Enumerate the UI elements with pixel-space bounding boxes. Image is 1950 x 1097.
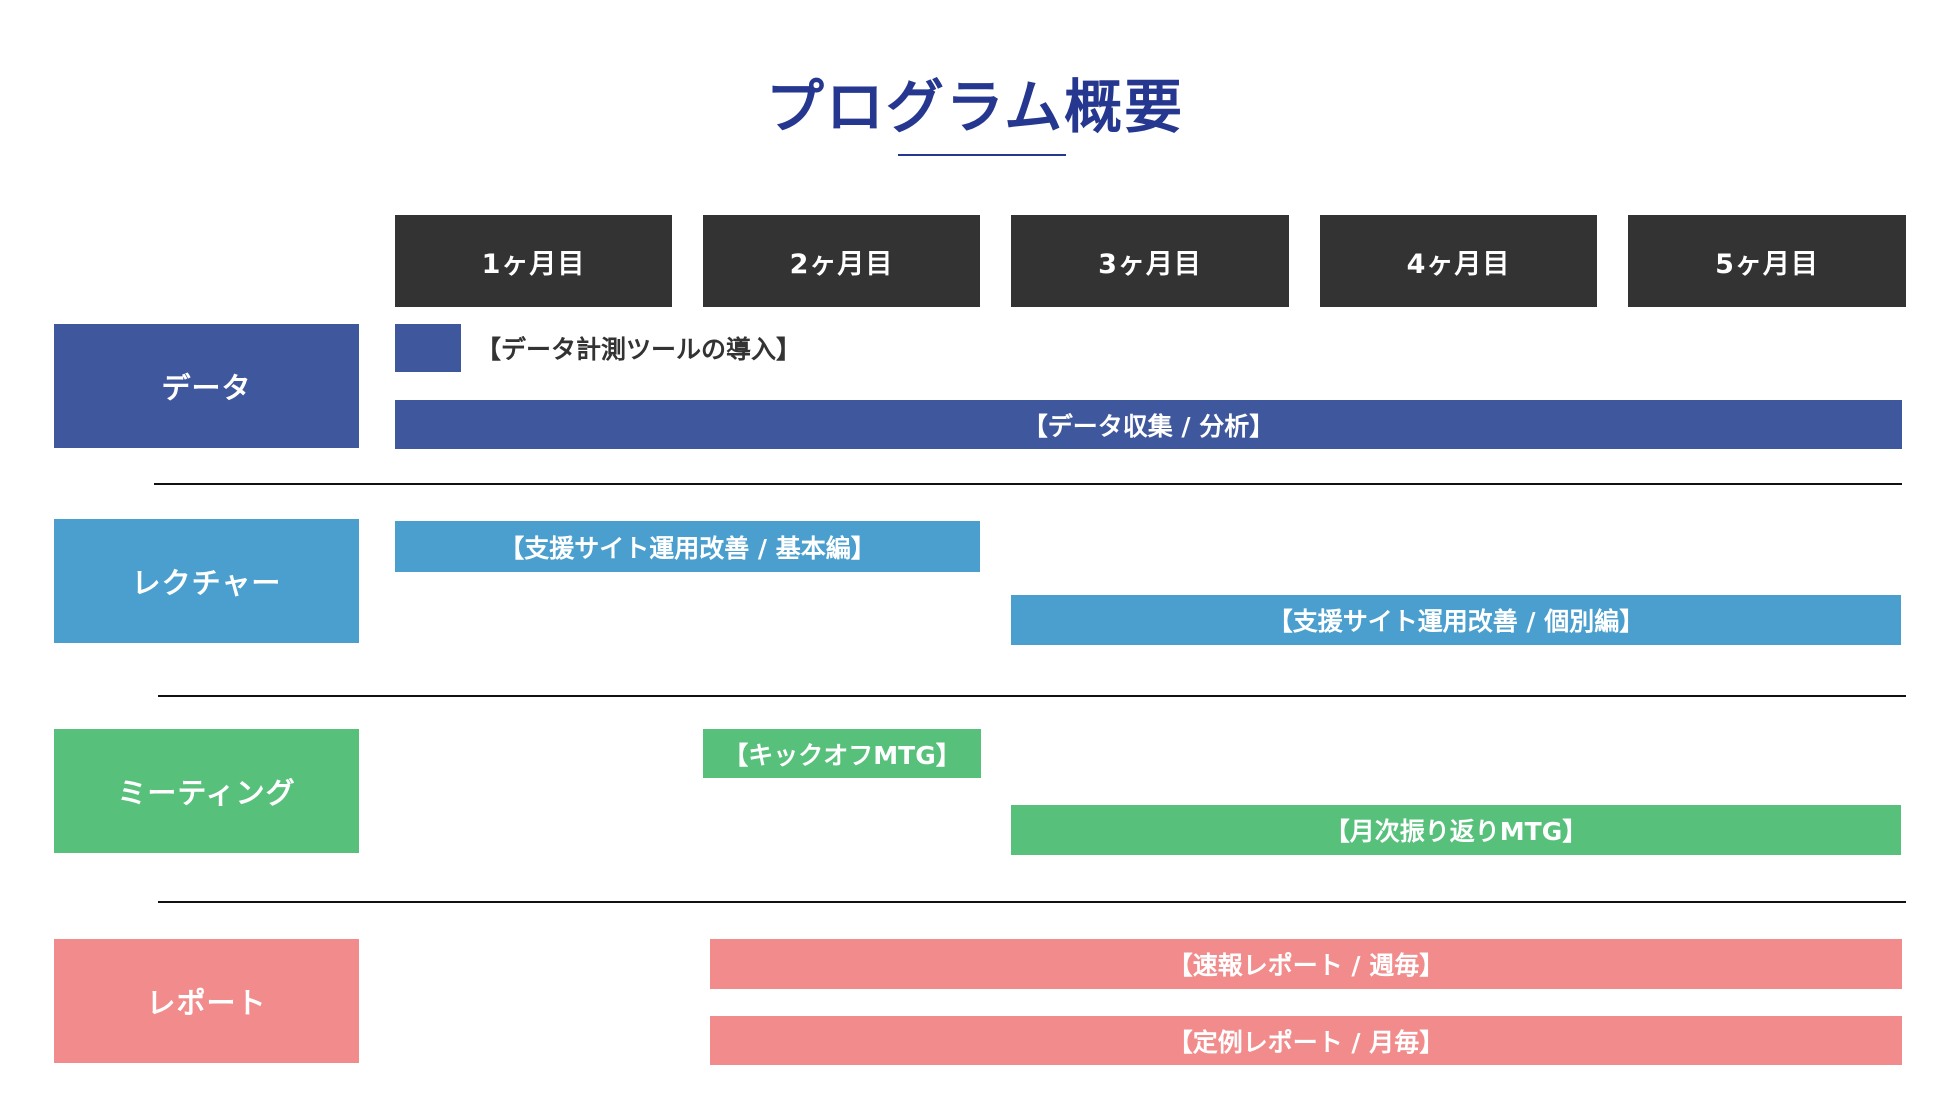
row-divider-2	[158, 695, 1906, 697]
category-lecture: レクチャー	[54, 519, 359, 643]
month-header-4: 4ヶ月目	[1320, 215, 1597, 307]
bar-lecture-individual: 【支援サイト運用改善 / 個別編】	[1011, 595, 1901, 645]
data-tool-swatch	[395, 324, 461, 372]
month-header-5: 5ヶ月目	[1628, 215, 1906, 307]
row-divider-3	[158, 901, 1906, 903]
month-header-1: 1ヶ月目	[395, 215, 672, 307]
bar-meeting-monthly: 【月次振り返りMTG】	[1011, 805, 1901, 855]
bar-data-collect: 【データ収集 / 分析】	[395, 400, 1902, 449]
page-title: プログラム概要	[765, 73, 1185, 141]
title-underline	[898, 154, 1066, 156]
month-header-2: 2ヶ月目	[703, 215, 980, 307]
bar-meeting-kickoff: 【キックオフMTG】	[703, 729, 981, 778]
category-data: データ	[54, 324, 359, 448]
data-tool-label: 【データ計測ツールの導入】	[476, 335, 802, 364]
bar-report-weekly: 【速報レポート / 週毎】	[710, 939, 1902, 989]
row-divider-1	[154, 483, 1902, 485]
category-meeting: ミーティング	[54, 729, 359, 853]
bar-lecture-basic: 【支援サイト運用改善 / 基本編】	[395, 521, 980, 572]
month-header-3: 3ヶ月目	[1011, 215, 1289, 307]
category-report: レポート	[54, 939, 359, 1063]
bar-report-monthly: 【定例レポート / 月毎】	[710, 1016, 1902, 1065]
